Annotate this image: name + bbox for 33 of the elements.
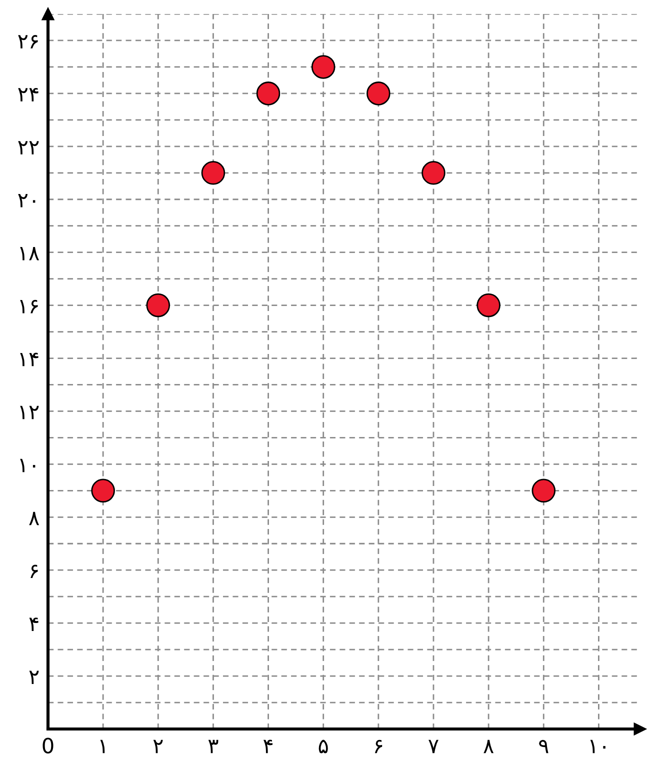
x-tick-label: ۲	[153, 740, 163, 754]
point	[422, 160, 446, 185]
y-tick-label: ۲۲	[18, 141, 39, 154]
x-tick-label: ۶	[374, 740, 382, 754]
x-tick-label: ۸	[484, 740, 494, 754]
y-tick-label: ۲۰	[18, 194, 36, 208]
y-tick-label: ۱۴	[20, 352, 38, 366]
y-tick-label: ۱۰	[20, 458, 36, 472]
y-tick-label: ۲۴	[18, 88, 38, 102]
y-tick-label: ۱۸	[20, 247, 40, 260]
x-tick-label: ۵	[318, 740, 328, 754]
point	[476, 293, 500, 318]
y-tick-label: ۱۲	[20, 406, 39, 420]
point	[256, 82, 280, 106]
y-tick-label: ۶	[30, 564, 38, 578]
point	[91, 478, 115, 503]
x-tick-label: ۱	[100, 740, 105, 754]
x-tick-label: ۹	[539, 740, 548, 754]
x-tick-label: 0	[42, 738, 54, 754]
point	[146, 293, 170, 318]
x-tick-label: ۱۰	[590, 740, 606, 754]
x-tick-label: ۳	[208, 740, 218, 754]
point	[532, 478, 556, 503]
y-tick-label: ۱۶	[20, 300, 38, 314]
y-tick-label: ۴	[29, 618, 38, 631]
point	[311, 55, 336, 79]
x-tick-label: ۴	[264, 740, 272, 754]
y-tick-label: ۸	[29, 512, 40, 526]
y-tick-label: ۲۶	[18, 35, 38, 48]
point	[366, 82, 390, 106]
x-tick-label: ۷	[428, 740, 438, 754]
point	[201, 160, 226, 185]
y-tick-label: ۲	[29, 670, 39, 684]
